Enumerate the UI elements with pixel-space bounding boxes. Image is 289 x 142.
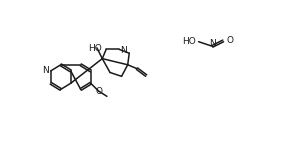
- Text: N: N: [209, 39, 216, 48]
- Text: N: N: [120, 46, 127, 55]
- Text: N: N: [42, 66, 48, 75]
- Text: HO: HO: [182, 37, 196, 46]
- Text: O: O: [96, 87, 103, 96]
- Text: O: O: [226, 36, 233, 45]
- Text: HO: HO: [88, 44, 101, 53]
